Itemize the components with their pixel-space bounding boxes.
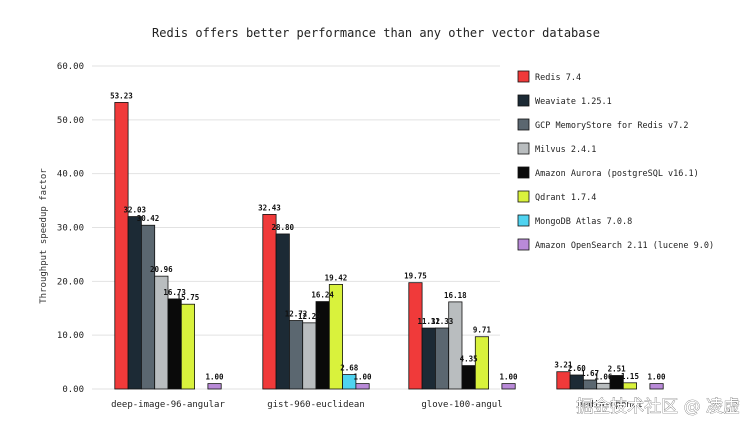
legend-label: Amazon OpenSearch 2.11 (lucene 9.0) [535, 241, 714, 251]
bar [207, 383, 222, 390]
data-label: 1.15 [621, 372, 639, 381]
data-label: 11.32 [417, 317, 440, 326]
x-tick-label: gist-960-euclidean [267, 400, 365, 410]
data-label: 19.75 [404, 272, 427, 281]
y-tick-label: 60.00 [57, 62, 84, 72]
bar [262, 214, 277, 390]
y-tick-label: 0.00 [62, 385, 84, 395]
legend-swatch [517, 214, 530, 227]
bar [167, 298, 182, 390]
bar [114, 102, 129, 390]
data-label: 1.00 [648, 373, 667, 382]
y-tick-label: 10.00 [57, 331, 84, 341]
data-label: 1.67 [581, 369, 599, 378]
legend-swatch [517, 142, 530, 155]
bars [114, 102, 664, 390]
legend: Redis 7.4 Weaviate 1.25.1 GCP MemoryStore … [517, 70, 714, 251]
bar [180, 303, 196, 390]
x-tick-label: glove-100-angul [421, 400, 502, 410]
legend-label: Redis 7.4 [535, 73, 581, 83]
bar [288, 320, 304, 390]
data-label: 20.96 [150, 265, 173, 274]
data-label: 16.18 [444, 291, 467, 300]
bar [649, 383, 664, 390]
bar [448, 301, 463, 390]
data-label: 19.42 [325, 273, 348, 282]
legend-label: Weaviate 1.25.1 [535, 97, 612, 107]
x-tick-label: nedia-openai [577, 400, 642, 410]
legend-swatch [517, 190, 530, 203]
legend-swatch [517, 238, 530, 251]
bar [328, 284, 343, 390]
chart-title: Redis offers better performance than any… [152, 26, 600, 40]
data-label: 32.43 [258, 203, 281, 212]
data-label: 1.00 [206, 373, 225, 382]
bar [140, 224, 156, 390]
y-tick-label: 30.00 [57, 224, 84, 234]
bar [596, 382, 611, 390]
bar [342, 374, 357, 390]
data-label: 1.00 [500, 373, 519, 382]
legend-swatch [517, 118, 530, 131]
legend-label: Amazon Aurora (postgreSQL v16.1) [535, 169, 699, 179]
bar [622, 382, 637, 390]
x-tick-label: deep-image-96-angular [111, 400, 225, 410]
data-label: 30.42 [137, 214, 160, 223]
data-labels: 53.23 32.43 19.75 3.21 32.03 28.80 11.32 2.60 30… [110, 91, 666, 381]
data-label: 3.21 [554, 361, 573, 370]
bar [556, 371, 571, 390]
legend-swatch [517, 166, 530, 179]
legend-label: MongoDB Atlas 7.0.8 [535, 217, 632, 227]
bar [583, 379, 598, 390]
legend-label: Milvus 2.4.1 [535, 145, 596, 155]
legend-swatch [517, 94, 530, 107]
data-label: 16.73 [163, 288, 186, 297]
legend-label: GCP MemoryStore for Redis v7.2 [535, 121, 689, 131]
y-axis-ticks: 0.00 10.00 20.00 30.00 40.00 50.00 60.00 [57, 62, 84, 395]
y-axis-label: Throughput speedup factor [39, 168, 49, 304]
bar [434, 327, 450, 390]
data-label: 2.60 [568, 364, 587, 373]
data-label: 32.03 [123, 206, 146, 215]
bar [302, 322, 317, 390]
watermark: 掘金技术社区 @ 凌虚 [576, 397, 740, 417]
data-label: 4.35 [460, 355, 478, 364]
data-label: 16.24 [311, 291, 334, 300]
data-label: 1.00 [354, 373, 373, 382]
data-label: 12.29 [298, 312, 321, 321]
data-label: 15.75 [177, 293, 200, 302]
bar [355, 383, 370, 390]
y-tick-label: 40.00 [57, 170, 84, 180]
data-label: 11.33 [431, 317, 454, 326]
data-label: 12.72 [285, 310, 308, 319]
data-label: 2.51 [608, 364, 627, 373]
bar [609, 375, 624, 390]
data-label: 9.71 [473, 326, 492, 335]
bar [501, 383, 516, 390]
data-label: 53.23 [110, 91, 133, 100]
legend-label: Qdrant 1.7.4 [535, 193, 596, 203]
bar [474, 336, 489, 390]
x-axis-categories: deep-image-96-angular gist-960-euclidean g… [111, 400, 642, 410]
bar [461, 365, 476, 390]
bar [127, 216, 142, 390]
legend-swatch [517, 70, 530, 83]
data-label: 28.80 [271, 223, 294, 232]
y-tick-label: 50.00 [57, 116, 84, 126]
bar [408, 282, 423, 390]
bar [275, 233, 290, 390]
data-label: 1.06 [594, 372, 613, 381]
y-tick-label: 20.00 [57, 277, 84, 287]
data-label: 2.68 [340, 364, 359, 373]
bar [421, 327, 436, 390]
